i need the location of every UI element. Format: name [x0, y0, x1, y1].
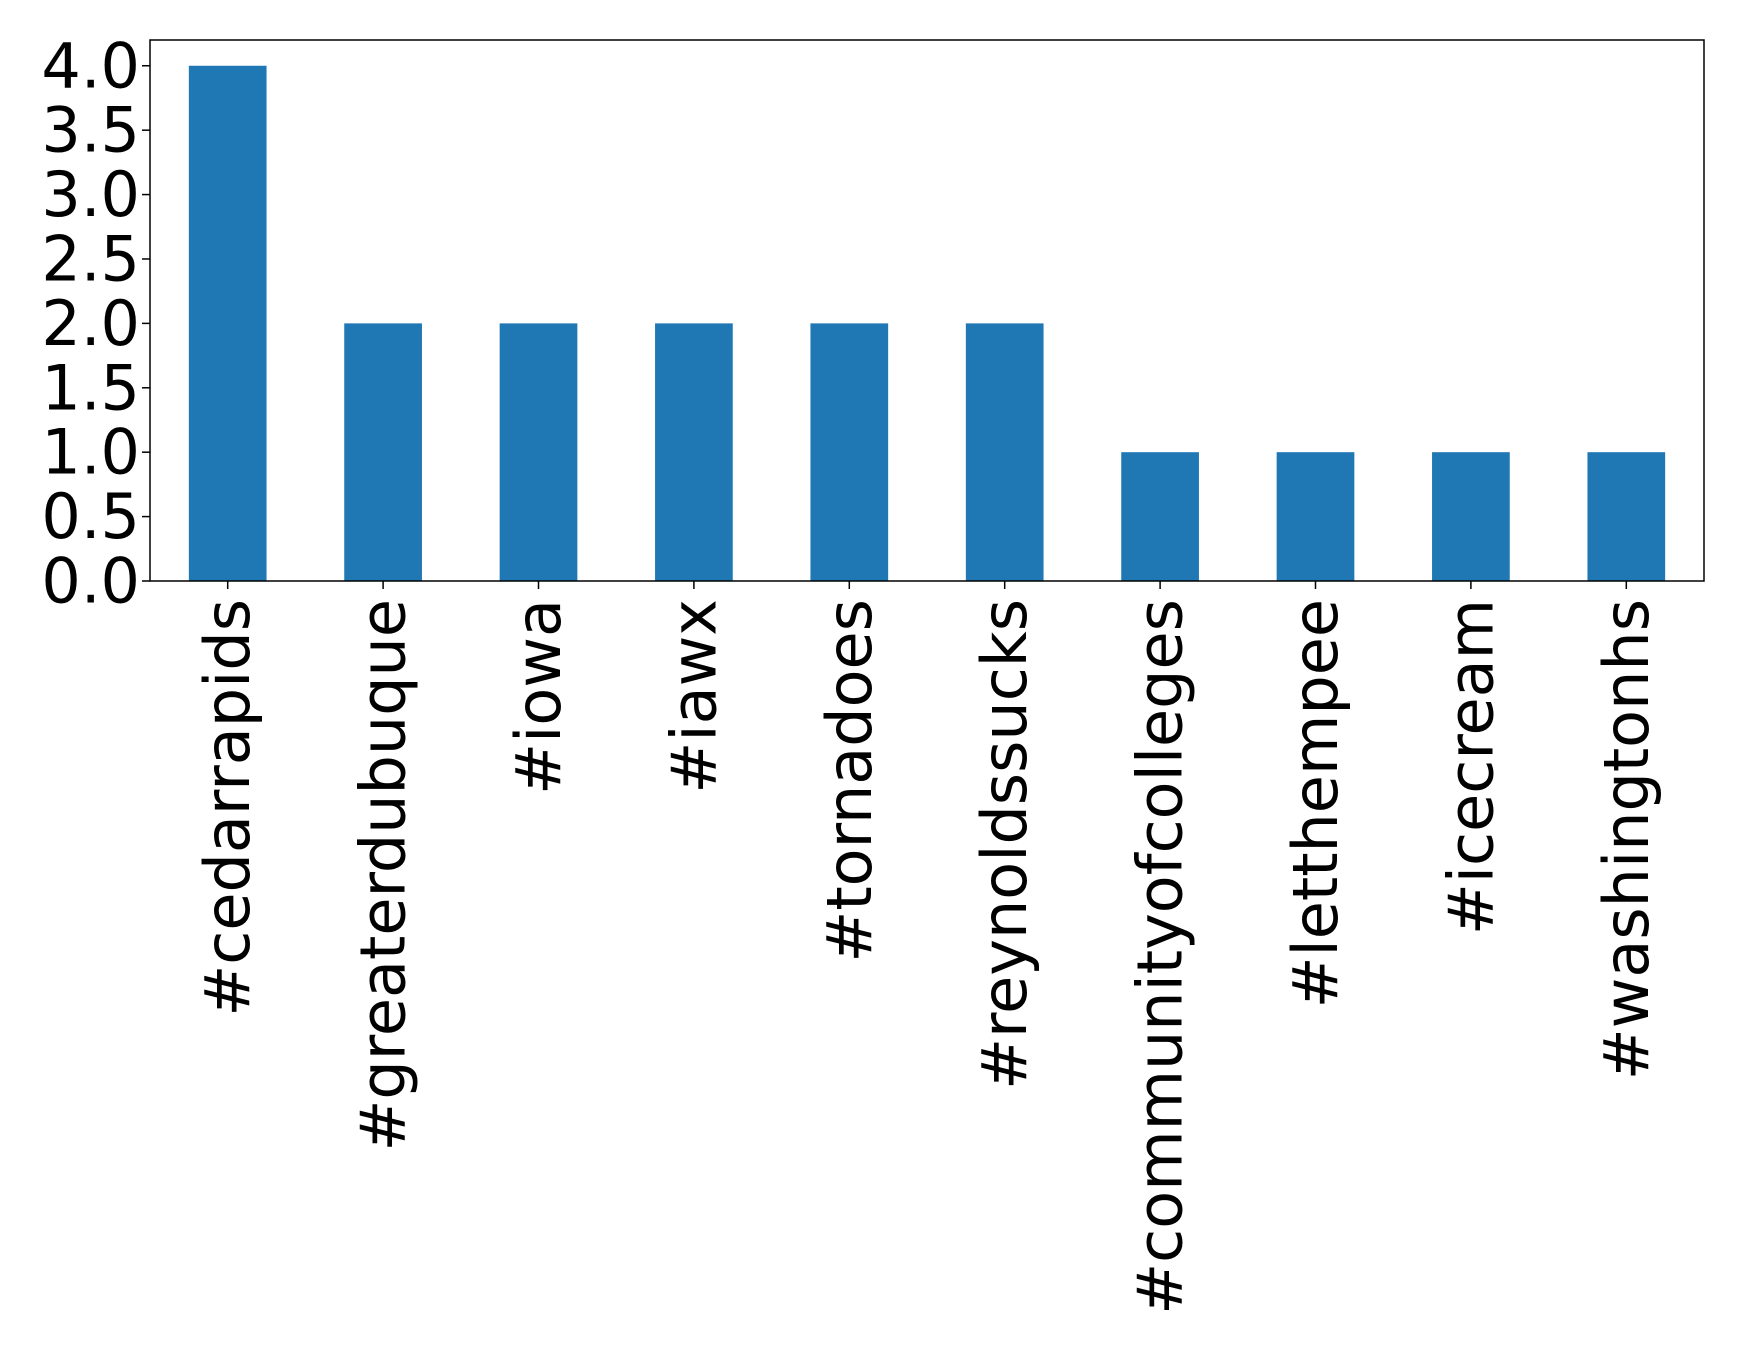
x-axis: #cedarrapids #greaterdubuque #iowa #iawx #to… [191, 581, 1663, 1315]
x-tick-label: #reynoldssucks [968, 599, 1041, 1090]
y-tick-label: 3.5 [41, 94, 140, 167]
bar-communityofcolleges [1121, 452, 1199, 581]
x-tick-label: #greaterdubuque [347, 599, 420, 1152]
bar-icecream [1432, 452, 1510, 581]
y-tick-label: 0.0 [41, 545, 140, 618]
bar-tornadoes [810, 323, 889, 581]
x-tick-label: #letthempee [1279, 599, 1352, 1008]
bar-iowa [499, 323, 578, 581]
plot-area [188, 65, 1666, 581]
bar-cedarrapids [188, 65, 267, 581]
y-axis: 0.00.51.01.52.02.53.03.54.0 [41, 29, 150, 618]
x-tick-label: #communityofcolleges [1124, 599, 1197, 1315]
x-tick-label: #iowa [502, 599, 575, 795]
bar-washingtonhs [1587, 452, 1666, 581]
x-tick-label: #washingtonhs [1590, 599, 1663, 1080]
y-tick-label: 0.5 [41, 480, 140, 553]
bar-greaterdubuque [344, 323, 422, 581]
y-tick-label: 4.0 [41, 29, 140, 102]
y-tick-label: 3.0 [41, 158, 140, 231]
x-tick-label: #iawx [657, 599, 730, 794]
bar-reynoldssucks [965, 323, 1044, 581]
y-tick-label: 2.5 [41, 222, 140, 295]
y-tick-label: 1.0 [41, 416, 140, 489]
bar-iawx [655, 323, 733, 581]
y-tick-label: 2.0 [41, 287, 140, 360]
plot-frame [149, 39, 1705, 582]
y-tick-label: 1.5 [41, 351, 140, 424]
x-tick-label: #tornadoes [813, 599, 886, 963]
bar-letthempee [1276, 452, 1355, 581]
x-tick-label: #icecream [1434, 599, 1507, 935]
x-tick-label: #cedarrapids [191, 599, 264, 1017]
